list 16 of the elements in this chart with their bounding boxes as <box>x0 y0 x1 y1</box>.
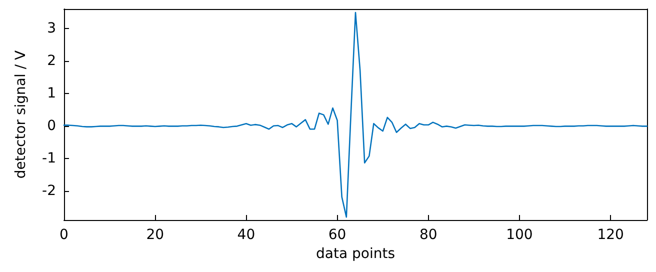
y-tick-label: -2 <box>42 182 56 199</box>
x-tick-label: 40 <box>237 227 256 243</box>
x-tick-label: 20 <box>146 227 164 243</box>
line-series <box>63 12 648 218</box>
y-axis-title: detector signal / V <box>13 50 29 179</box>
x-tick-label: 120 <box>597 227 624 243</box>
y-tick-label: 1 <box>47 85 56 102</box>
y-tick-label: 0 <box>47 118 56 134</box>
y-tick-label: 3 <box>47 20 56 36</box>
x-tick-label: 100 <box>506 227 533 243</box>
x-tick-label: 80 <box>419 227 438 243</box>
x-tick-label: 60 <box>328 227 346 243</box>
x-axis-title: data points <box>316 246 395 262</box>
x-tick-label: 0 <box>60 227 68 243</box>
y-tick-label: 2 <box>47 52 56 69</box>
y-tick-label: -1 <box>42 150 56 166</box>
